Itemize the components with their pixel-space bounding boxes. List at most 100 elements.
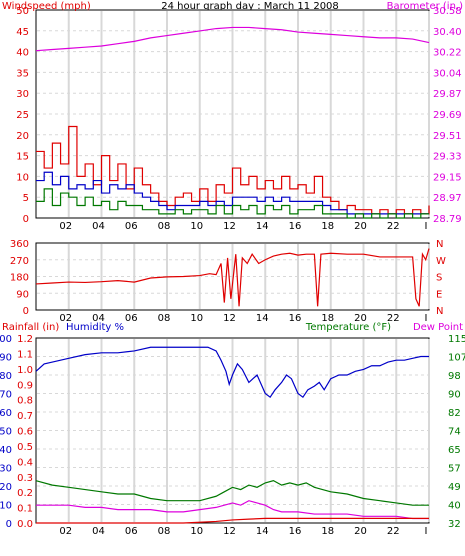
temp-y-tick: 115 [448,334,465,345]
temp-y-tick: 65 [448,445,461,456]
baro-y-tick: 30.40 [433,27,462,38]
dir-y-tick: 360 [10,239,29,250]
x-tick-label: 06 [125,313,138,324]
wind-y-tick: 40 [16,48,29,59]
humidity-y-tick: 40 [0,445,12,456]
temp-y-tick: 107 [448,353,465,364]
humidity-y-tick: 10 [0,501,12,512]
wind-y-tick: 15 [16,152,29,163]
humidity-y-tick: 60 [0,408,12,419]
panel-2-series-blue [35,346,429,399]
rain-axis-label: Rainfall (in) [2,322,59,333]
humidity-y-tick: 20 [0,482,12,493]
temp-y-tick: 40 [448,501,461,512]
x-tick-label: 04 [92,526,105,537]
rain-y-tick: 0.0 [17,519,33,530]
rain-y-tick: 0.9 [17,380,33,391]
x-tick-label: 16 [289,221,302,232]
x-tick-label: 16 [289,526,302,537]
x-tick-label: I [425,313,428,324]
x-tick-label: 08 [158,313,171,324]
wind-y-tick: 0 [23,214,29,225]
humidity-y-tick: 70 [0,390,12,401]
baro-y-tick: 28.79 [433,214,462,225]
panel-0-series-blue [36,171,429,215]
x-tick-label: 20 [354,313,367,324]
rain-y-tick: 0.1 [17,504,33,515]
temp-y-tick: 49 [448,482,461,493]
x-tick-label: I [425,221,428,232]
wind-y-tick: 25 [16,110,29,121]
x-tick-label: 18 [321,313,334,324]
x-tick-label: 12 [223,526,236,537]
temp-y-tick: 90 [448,390,461,401]
wind-y-tick: 35 [16,68,29,79]
panel-2-series-red [36,517,429,524]
wind-y-tick: 45 [16,27,29,38]
baro-y-tick: 28.97 [433,193,462,204]
compass-tick: S [436,273,442,284]
x-tick-label: 14 [256,221,269,232]
humidity-y-tick: 0 [6,519,12,530]
humidity-y-tick: 50 [0,427,12,438]
panel-2-series-green [35,480,429,506]
rain-y-tick: 0.8 [17,396,33,407]
x-tick-label: I [425,526,428,537]
humidity-y-tick: 100 [0,334,12,345]
baro-y-tick: 30.58 [433,6,462,17]
panel-0-series-green [36,188,429,219]
rain-y-tick: 0.6 [17,427,33,438]
baro-y-tick: 29.51 [433,131,462,142]
rain-y-tick: 0.5 [17,442,33,453]
x-tick-label: 10 [190,221,203,232]
dir-y-tick: 270 [10,256,29,267]
x-tick-label: 18 [321,526,334,537]
wind-y-tick: 30 [16,89,29,100]
humidity-y-tick: 90 [0,353,12,364]
x-tick-label: 20 [354,221,367,232]
temp-y-tick: 32 [448,519,461,530]
wind-y-tick: 20 [16,131,29,142]
x-tick-label: 06 [125,221,138,232]
x-tick-label: 18 [321,221,334,232]
baro-y-tick: 29.15 [433,172,462,183]
panel-1-series-red [35,248,430,307]
graph-title: 24 hour graph day : March 11 2008 [161,1,339,12]
humidity-y-tick: 30 [0,464,12,475]
x-tick-label: 06 [125,526,138,537]
temp-y-tick: 98 [448,371,461,382]
dewpoint-axis-label: Dew Point [413,322,463,333]
x-tick-label: 12 [223,313,236,324]
temp-axis-label: Temperature (°F) [305,322,391,333]
panel-0-series-red [36,125,430,215]
x-tick-label: 22 [387,526,400,537]
compass-tick: N [436,306,443,317]
x-tick-label: 16 [289,313,302,324]
panel-2-series-magenta [36,500,429,520]
temp-y-tick: 74 [448,427,461,438]
x-tick-label: 04 [92,221,105,232]
rain-y-tick: 0.2 [17,488,33,499]
x-tick-label: 12 [223,221,236,232]
wind-y-tick: 5 [23,193,29,204]
x-tick-label: 04 [92,313,105,324]
x-tick-label: 02 [59,221,72,232]
rain-y-tick: 1.1 [17,349,33,360]
x-tick-label: 10 [190,313,203,324]
rain-y-tick: 1.0 [17,365,33,376]
baro-y-tick: 30.22 [433,48,462,59]
wind-y-tick: 10 [16,172,29,183]
rain-y-tick: 0.4 [17,457,33,468]
temp-y-tick: 57 [448,464,461,475]
temp-y-tick: 82 [448,408,461,419]
rain-y-tick: 1.2 [17,334,33,345]
x-tick-label: 22 [387,313,400,324]
x-tick-label: 02 [59,313,72,324]
dir-y-tick: 90 [16,289,29,300]
wind-axis-label: Windspeed (mph) [2,1,91,12]
dir-y-tick: 0 [23,306,29,317]
x-tick-label: 08 [158,221,171,232]
panel-0-series-magenta [35,26,430,52]
